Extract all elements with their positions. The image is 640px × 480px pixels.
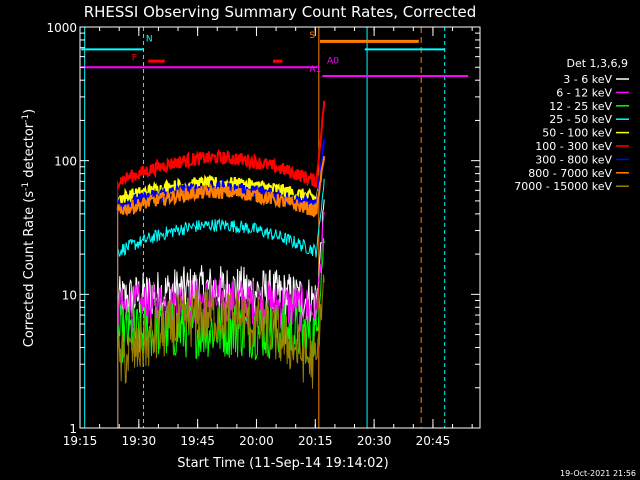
x-axis-label: Start Time (11-Sep-14 19:14:02) [177,456,388,471]
plot-frame [79,26,481,429]
x-tick-label: 19:15 [63,434,98,448]
series-line [117,211,325,333]
y-tick-label: 1000 [46,21,77,35]
timestamp: 19-Oct-2021 21:56 [560,469,636,478]
x-tick-label: 20:15 [298,434,333,448]
annotation-label: F [132,54,137,64]
y-tick-label: 1 [69,422,77,436]
annotation-label: N [146,34,153,44]
y-tick-label: 10 [62,288,77,302]
legend-title: Det 1,3,6,9 [566,57,628,70]
y-tick-label: 100 [54,155,77,169]
x-tick-label: 20:30 [357,434,392,448]
series-line [117,274,325,389]
legend-label: 800 - 7000 keV [528,167,612,180]
series-line [116,156,326,218]
series-line [117,199,325,322]
chart-title: RHESSI Observing Summary Count Rates, Co… [84,3,477,21]
legend-label: 6 - 12 keV [556,86,612,99]
legend-label: 100 - 300 keV [535,140,612,153]
series-line [117,100,326,189]
legend-label: 25 - 50 keV [549,113,612,126]
annotation-label: A1 [309,65,321,75]
legend-label: 7000 - 15000 keV [514,180,612,193]
legend-label: 3 - 6 keV [563,73,612,86]
x-tick-label: 20:00 [239,434,274,448]
series-line [117,178,325,258]
legend-label: 50 - 100 keV [542,127,612,140]
y-axis-label: Corrected Count Rate (s-1 detector-1) [21,109,37,347]
legend-label: 12 - 25 keV [549,100,612,113]
legend-label: 300 - 800 keV [535,153,612,166]
x-tick-label: 19:45 [180,434,215,448]
annotation-label: S [309,31,315,41]
x-tick-label: 19:30 [122,434,157,448]
x-tick-label: 20:45 [416,434,451,448]
annotation-label: A0 [327,56,339,66]
plot-area: NF S A0 A1 1 10 100 1000 19:15 19:30 19:45 20:00 20:… [46,21,481,448]
